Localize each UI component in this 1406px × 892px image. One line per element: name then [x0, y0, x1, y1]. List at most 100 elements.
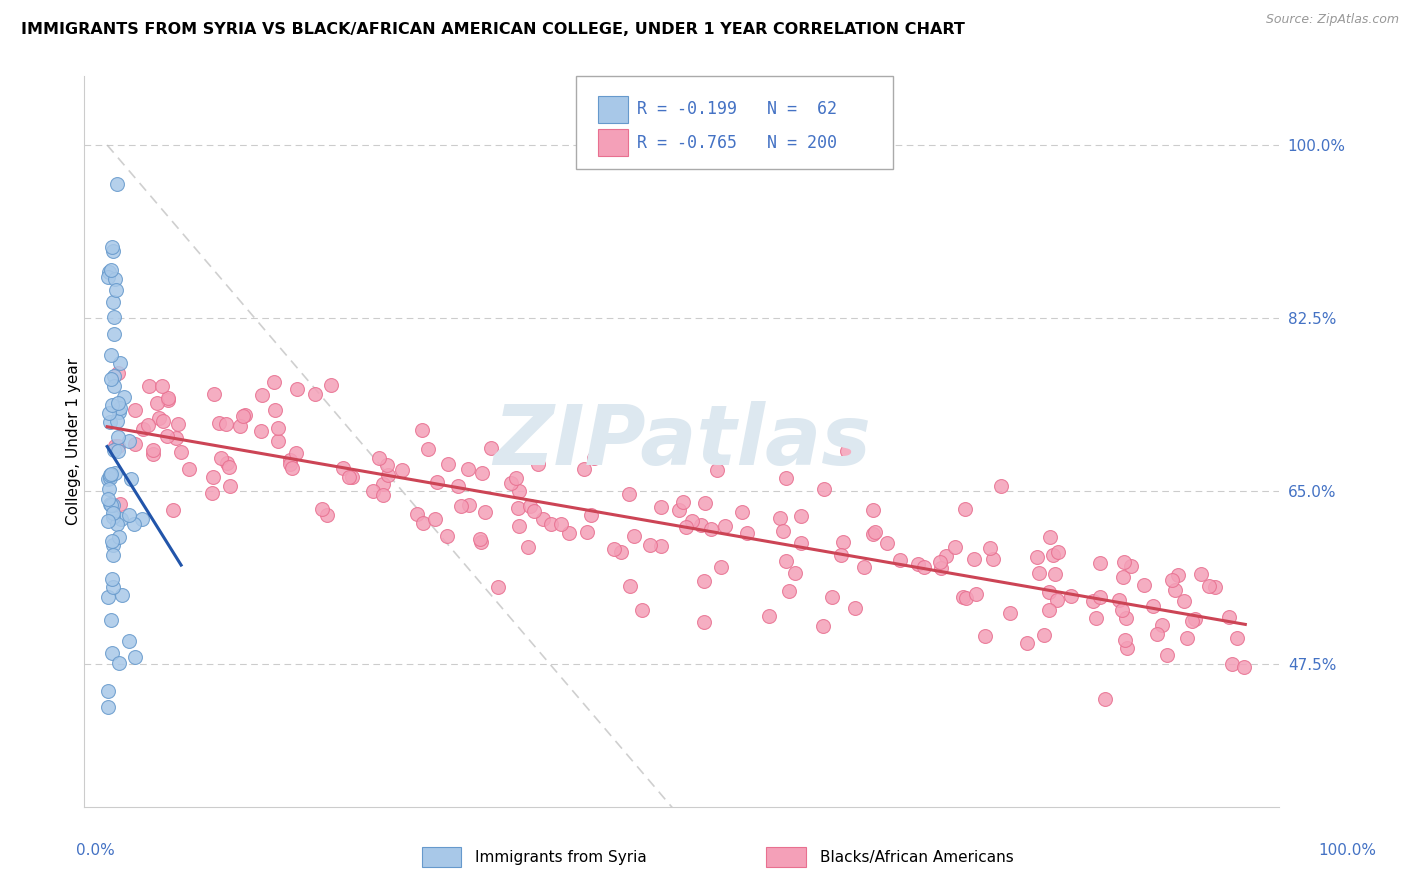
Point	[97, 514, 120, 528]
Point	[167, 417, 190, 431]
Point	[471, 466, 494, 480]
Text: 0.0%: 0.0%	[76, 843, 115, 858]
Point	[523, 503, 546, 517]
Point	[974, 628, 997, 642]
Point	[1094, 691, 1116, 706]
Point	[474, 505, 496, 519]
Point	[107, 517, 129, 532]
Point	[582, 451, 605, 466]
Point	[706, 462, 728, 476]
Point	[101, 572, 124, 586]
Point	[208, 416, 231, 430]
Point	[425, 512, 447, 526]
Point	[1026, 549, 1049, 564]
Point	[97, 406, 120, 420]
Point	[250, 388, 273, 402]
Point	[235, 408, 257, 422]
Point	[215, 417, 238, 431]
Point	[337, 469, 360, 483]
Point	[1198, 579, 1220, 593]
Point	[103, 510, 125, 524]
Point	[105, 177, 128, 191]
Point	[101, 240, 124, 254]
Point	[457, 499, 479, 513]
Point	[1164, 583, 1187, 598]
Point	[263, 375, 285, 389]
Point	[1173, 594, 1195, 608]
Point	[638, 538, 661, 552]
Point	[1088, 556, 1111, 570]
Point	[508, 500, 530, 515]
Point	[110, 512, 132, 526]
Text: ZIPatlas: ZIPatlas	[494, 401, 870, 482]
Point	[218, 460, 240, 475]
Point	[943, 540, 966, 554]
Point	[837, 444, 859, 458]
Point	[112, 390, 135, 404]
Point	[375, 458, 398, 472]
Point	[202, 387, 225, 401]
Point	[1038, 603, 1060, 617]
Text: R = -0.765   N = 200: R = -0.765 N = 200	[637, 134, 837, 152]
Point	[1226, 631, 1249, 645]
Point	[772, 524, 794, 539]
Point	[1119, 558, 1142, 573]
Point	[617, 487, 640, 501]
Point	[862, 527, 884, 541]
Point	[101, 398, 124, 412]
Point	[103, 442, 125, 457]
Point	[121, 472, 143, 486]
Point	[907, 558, 929, 572]
Point	[332, 460, 354, 475]
Point	[98, 471, 121, 485]
Point	[710, 560, 733, 574]
Point	[107, 430, 129, 444]
Point	[623, 528, 645, 542]
Point	[108, 405, 131, 419]
Point	[280, 461, 302, 475]
Point	[714, 519, 737, 533]
Point	[97, 472, 120, 486]
Point	[832, 534, 855, 549]
Point	[572, 462, 595, 476]
Point	[830, 548, 852, 562]
Point	[98, 497, 121, 511]
Point	[108, 656, 131, 670]
Point	[1039, 530, 1062, 544]
Point	[361, 483, 384, 498]
Point	[391, 463, 413, 477]
Point	[105, 283, 128, 297]
Point	[342, 470, 364, 484]
Point	[100, 613, 122, 627]
Point	[450, 499, 472, 513]
Point	[304, 387, 326, 401]
Point	[97, 700, 120, 714]
Point	[457, 462, 479, 476]
Point	[1045, 567, 1067, 582]
Point	[118, 508, 141, 522]
Point	[863, 524, 886, 539]
Point	[700, 522, 723, 536]
Point	[844, 601, 866, 615]
Point	[1167, 568, 1189, 582]
Point	[107, 366, 129, 380]
Point	[1038, 585, 1060, 599]
Point	[813, 618, 835, 632]
Point	[108, 356, 131, 370]
Point	[373, 488, 395, 502]
Point	[103, 310, 125, 325]
Point	[103, 244, 125, 259]
Point	[110, 401, 132, 416]
Point	[1015, 635, 1038, 649]
Point	[218, 479, 240, 493]
Point	[603, 541, 626, 556]
Point	[775, 554, 797, 568]
Point	[981, 551, 1004, 566]
Point	[124, 649, 146, 664]
Point	[619, 579, 641, 593]
Point	[1181, 614, 1204, 628]
Point	[1090, 591, 1112, 605]
Point	[953, 502, 976, 516]
Point	[316, 508, 339, 522]
Point	[406, 507, 429, 521]
